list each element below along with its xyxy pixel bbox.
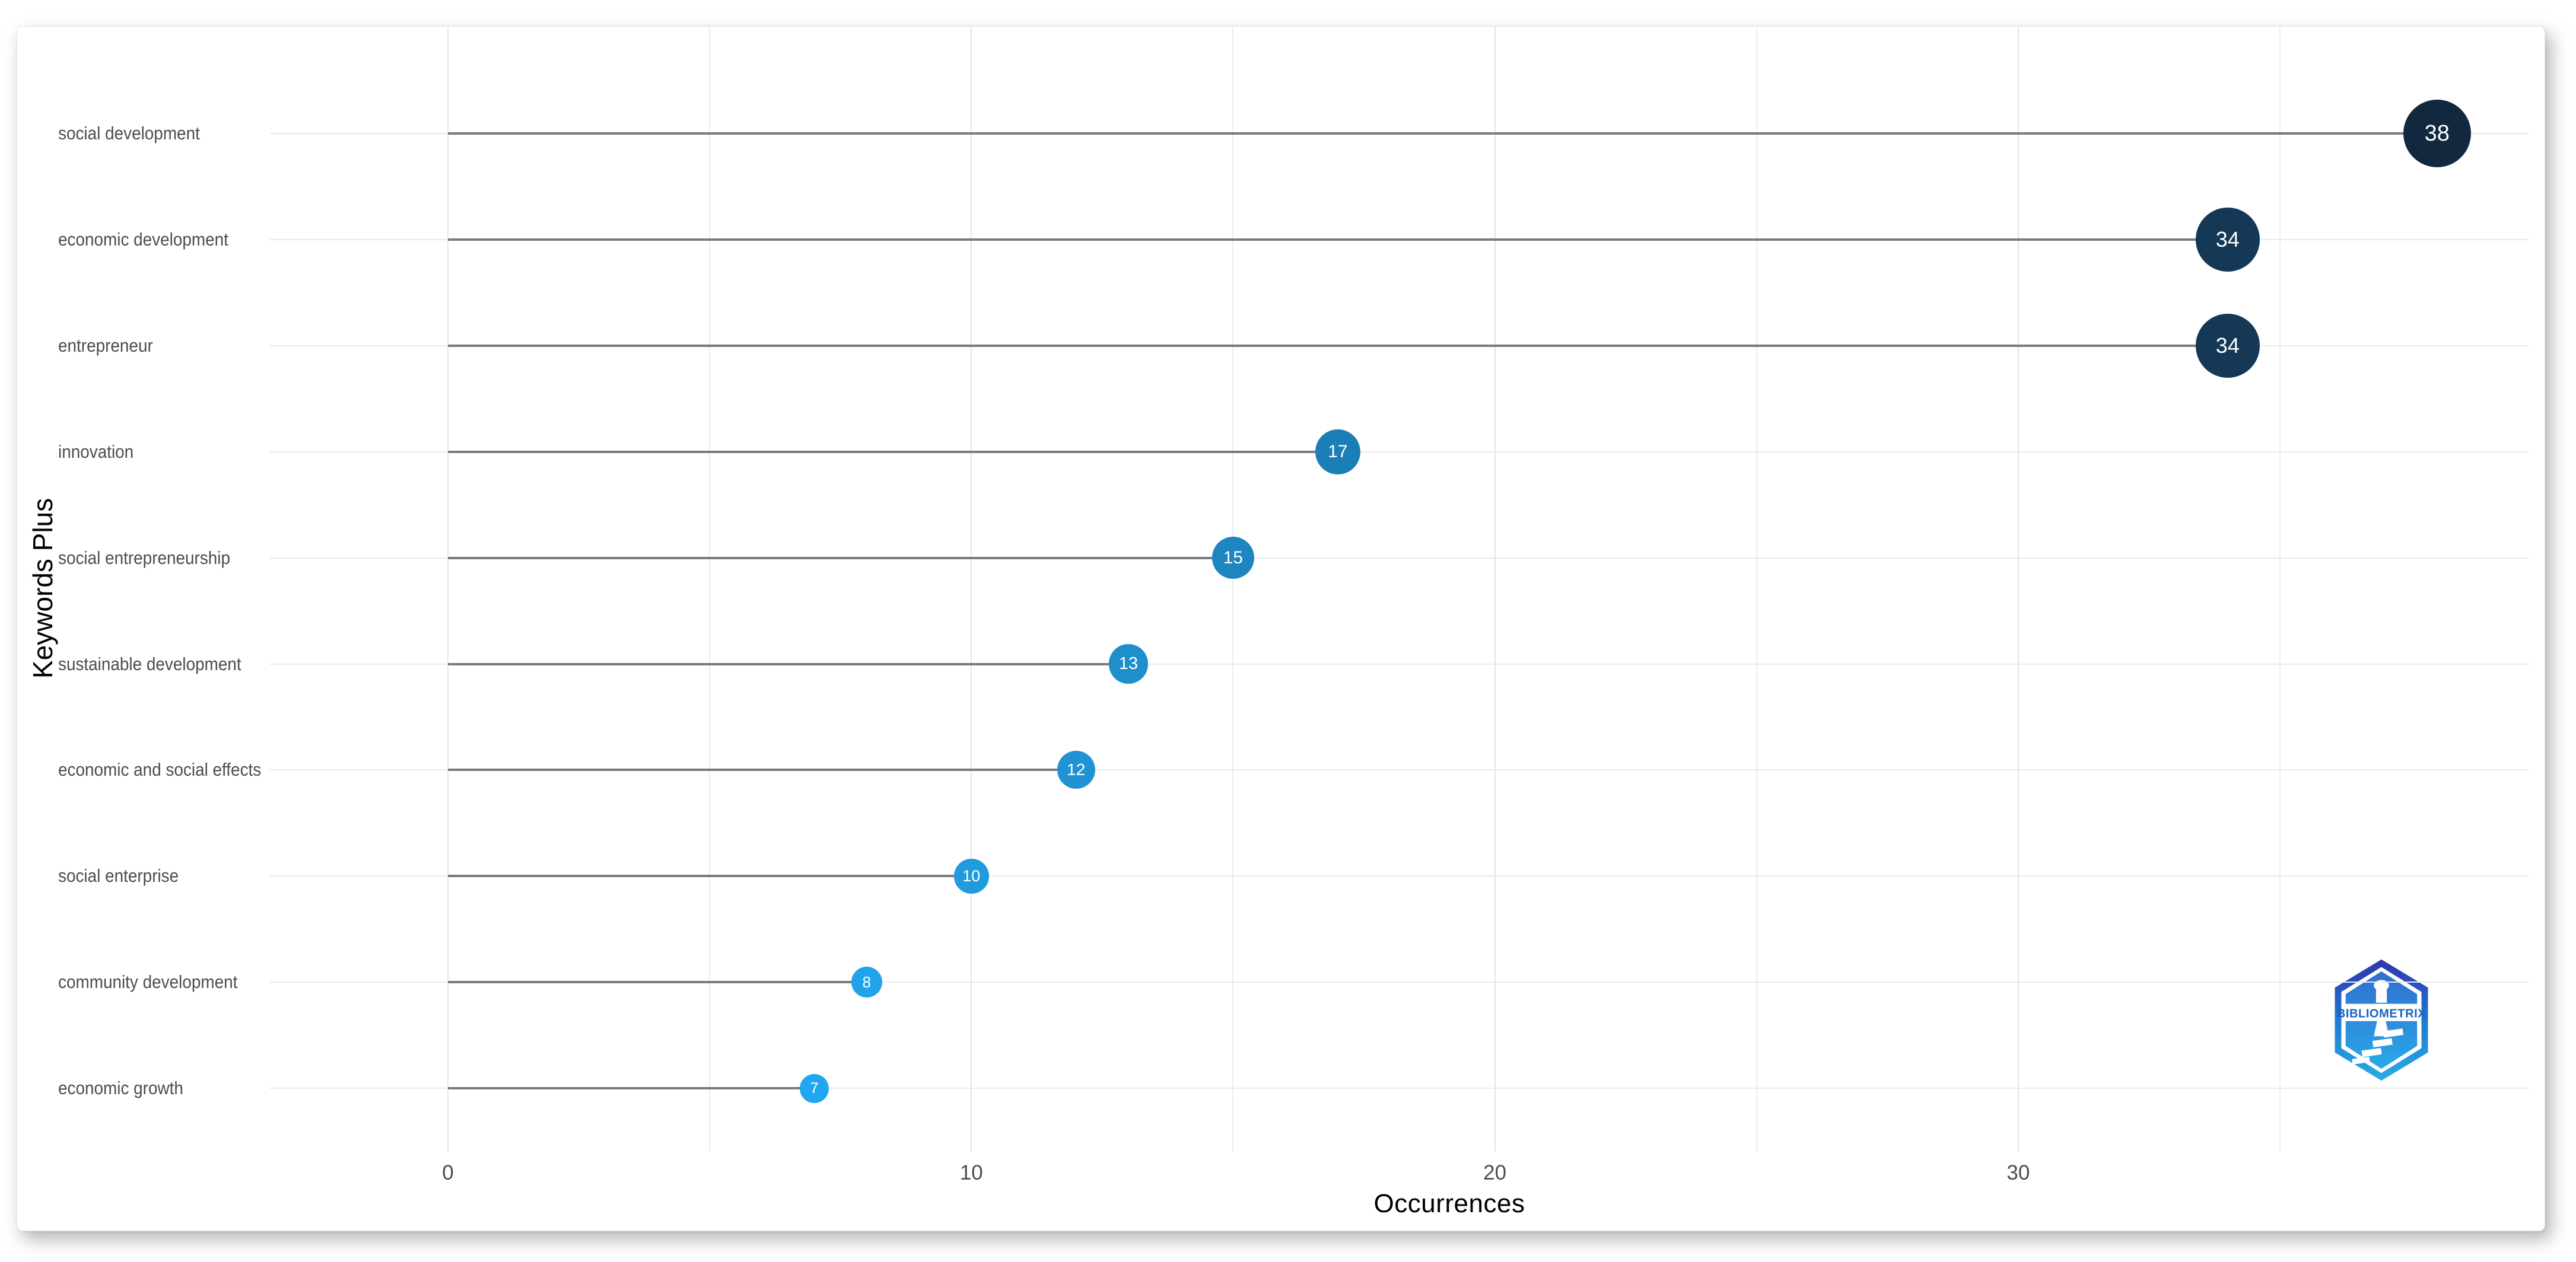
dot-value-label: 8 bbox=[862, 973, 872, 991]
bibliometrix-logo: BIBLIOMETRIX bbox=[2335, 959, 2428, 1081]
dot-value-label: 7 bbox=[810, 1079, 819, 1097]
x-tick-label: 10 bbox=[959, 1161, 983, 1184]
dot-value-label: 15 bbox=[1223, 547, 1244, 568]
row-gridline bbox=[270, 875, 2529, 877]
lollipop-stem bbox=[448, 238, 2228, 241]
lollipop-dot: 13 bbox=[1108, 644, 1149, 684]
category-label: community development bbox=[58, 971, 238, 993]
lollipop-dot: 34 bbox=[2195, 207, 2260, 272]
x-tick-label: 0 bbox=[442, 1161, 454, 1184]
lollipop-dot: 15 bbox=[1211, 536, 1255, 579]
category-label: innovation bbox=[58, 441, 134, 462]
category-label: social entrepreneurship bbox=[58, 547, 231, 568]
logo-step-2 bbox=[2372, 1038, 2393, 1048]
dot-value-label: 12 bbox=[1067, 760, 1086, 779]
row-gridline bbox=[270, 981, 2529, 983]
lollipop-dot: 38 bbox=[2403, 100, 2471, 167]
dot-value-label: 34 bbox=[2215, 333, 2240, 358]
lollipop-dot: 12 bbox=[1057, 751, 1095, 789]
lollipop-stem bbox=[448, 132, 2437, 135]
logo-step-3 bbox=[2361, 1048, 2382, 1057]
row-gridline bbox=[270, 1088, 2529, 1089]
x-gridline-minor bbox=[1756, 27, 1757, 1152]
lollipop-stem bbox=[448, 344, 2228, 347]
lollipop-stem bbox=[448, 1087, 815, 1090]
logo-step-4 bbox=[2352, 1056, 2370, 1065]
x-tick-label: 20 bbox=[1483, 1161, 1507, 1184]
logo-step-1 bbox=[2383, 1028, 2404, 1038]
x-gridline-minor bbox=[709, 27, 711, 1152]
x-gridline-major bbox=[1494, 27, 1496, 1152]
lollipop-dot: 8 bbox=[851, 967, 882, 998]
lollipop-dot: 10 bbox=[954, 859, 989, 894]
y-axis-title: Keywords Plus bbox=[27, 498, 58, 679]
lollipop-dot: 17 bbox=[1315, 429, 1361, 474]
lollipop-dot: 7 bbox=[800, 1073, 829, 1103]
lollipop-stem bbox=[448, 769, 1076, 772]
x-axis-title: Occurrences bbox=[1373, 1189, 1525, 1218]
lollipop-stem bbox=[448, 556, 1233, 559]
category-label: social development bbox=[58, 123, 200, 144]
x-gridline-minor bbox=[1232, 27, 1234, 1152]
category-label: economic and social effects bbox=[58, 759, 262, 780]
x-gridline-major bbox=[2017, 27, 2019, 1152]
category-label: economic growth bbox=[58, 1078, 183, 1099]
x-gridline-major bbox=[447, 27, 449, 1152]
row-gridline bbox=[270, 769, 2529, 771]
category-label: sustainable development bbox=[58, 653, 241, 674]
x-gridline-major bbox=[971, 27, 972, 1152]
dot-value-label: 17 bbox=[1328, 441, 1348, 461]
lollipop-stem bbox=[448, 875, 972, 878]
chart-card bbox=[17, 26, 2545, 1231]
dot-value-label: 13 bbox=[1118, 654, 1138, 673]
x-tick-label: 30 bbox=[2006, 1161, 2030, 1184]
row-gridline bbox=[270, 663, 2529, 665]
lollipop-stem bbox=[448, 662, 1128, 665]
category-label: economic development bbox=[58, 228, 228, 250]
dot-value-label: 10 bbox=[962, 866, 981, 885]
lollipop-stem bbox=[448, 450, 1338, 453]
category-label: entrepreneur bbox=[58, 334, 153, 356]
lollipop-stem bbox=[448, 981, 867, 984]
category-label: social enterprise bbox=[58, 865, 179, 887]
row-gridline bbox=[270, 557, 2529, 559]
x-gridline-minor bbox=[2279, 27, 2281, 1152]
row-gridline bbox=[270, 451, 2529, 452]
dot-value-label: 34 bbox=[2215, 227, 2240, 251]
dot-value-label: 38 bbox=[2424, 120, 2450, 146]
logo-text: BIBLIOMETRIX bbox=[2337, 1007, 2426, 1020]
logo-band bbox=[2341, 1003, 2422, 1021]
logo-tower-top bbox=[2375, 989, 2387, 1003]
lollipop-dot: 34 bbox=[2195, 313, 2260, 378]
